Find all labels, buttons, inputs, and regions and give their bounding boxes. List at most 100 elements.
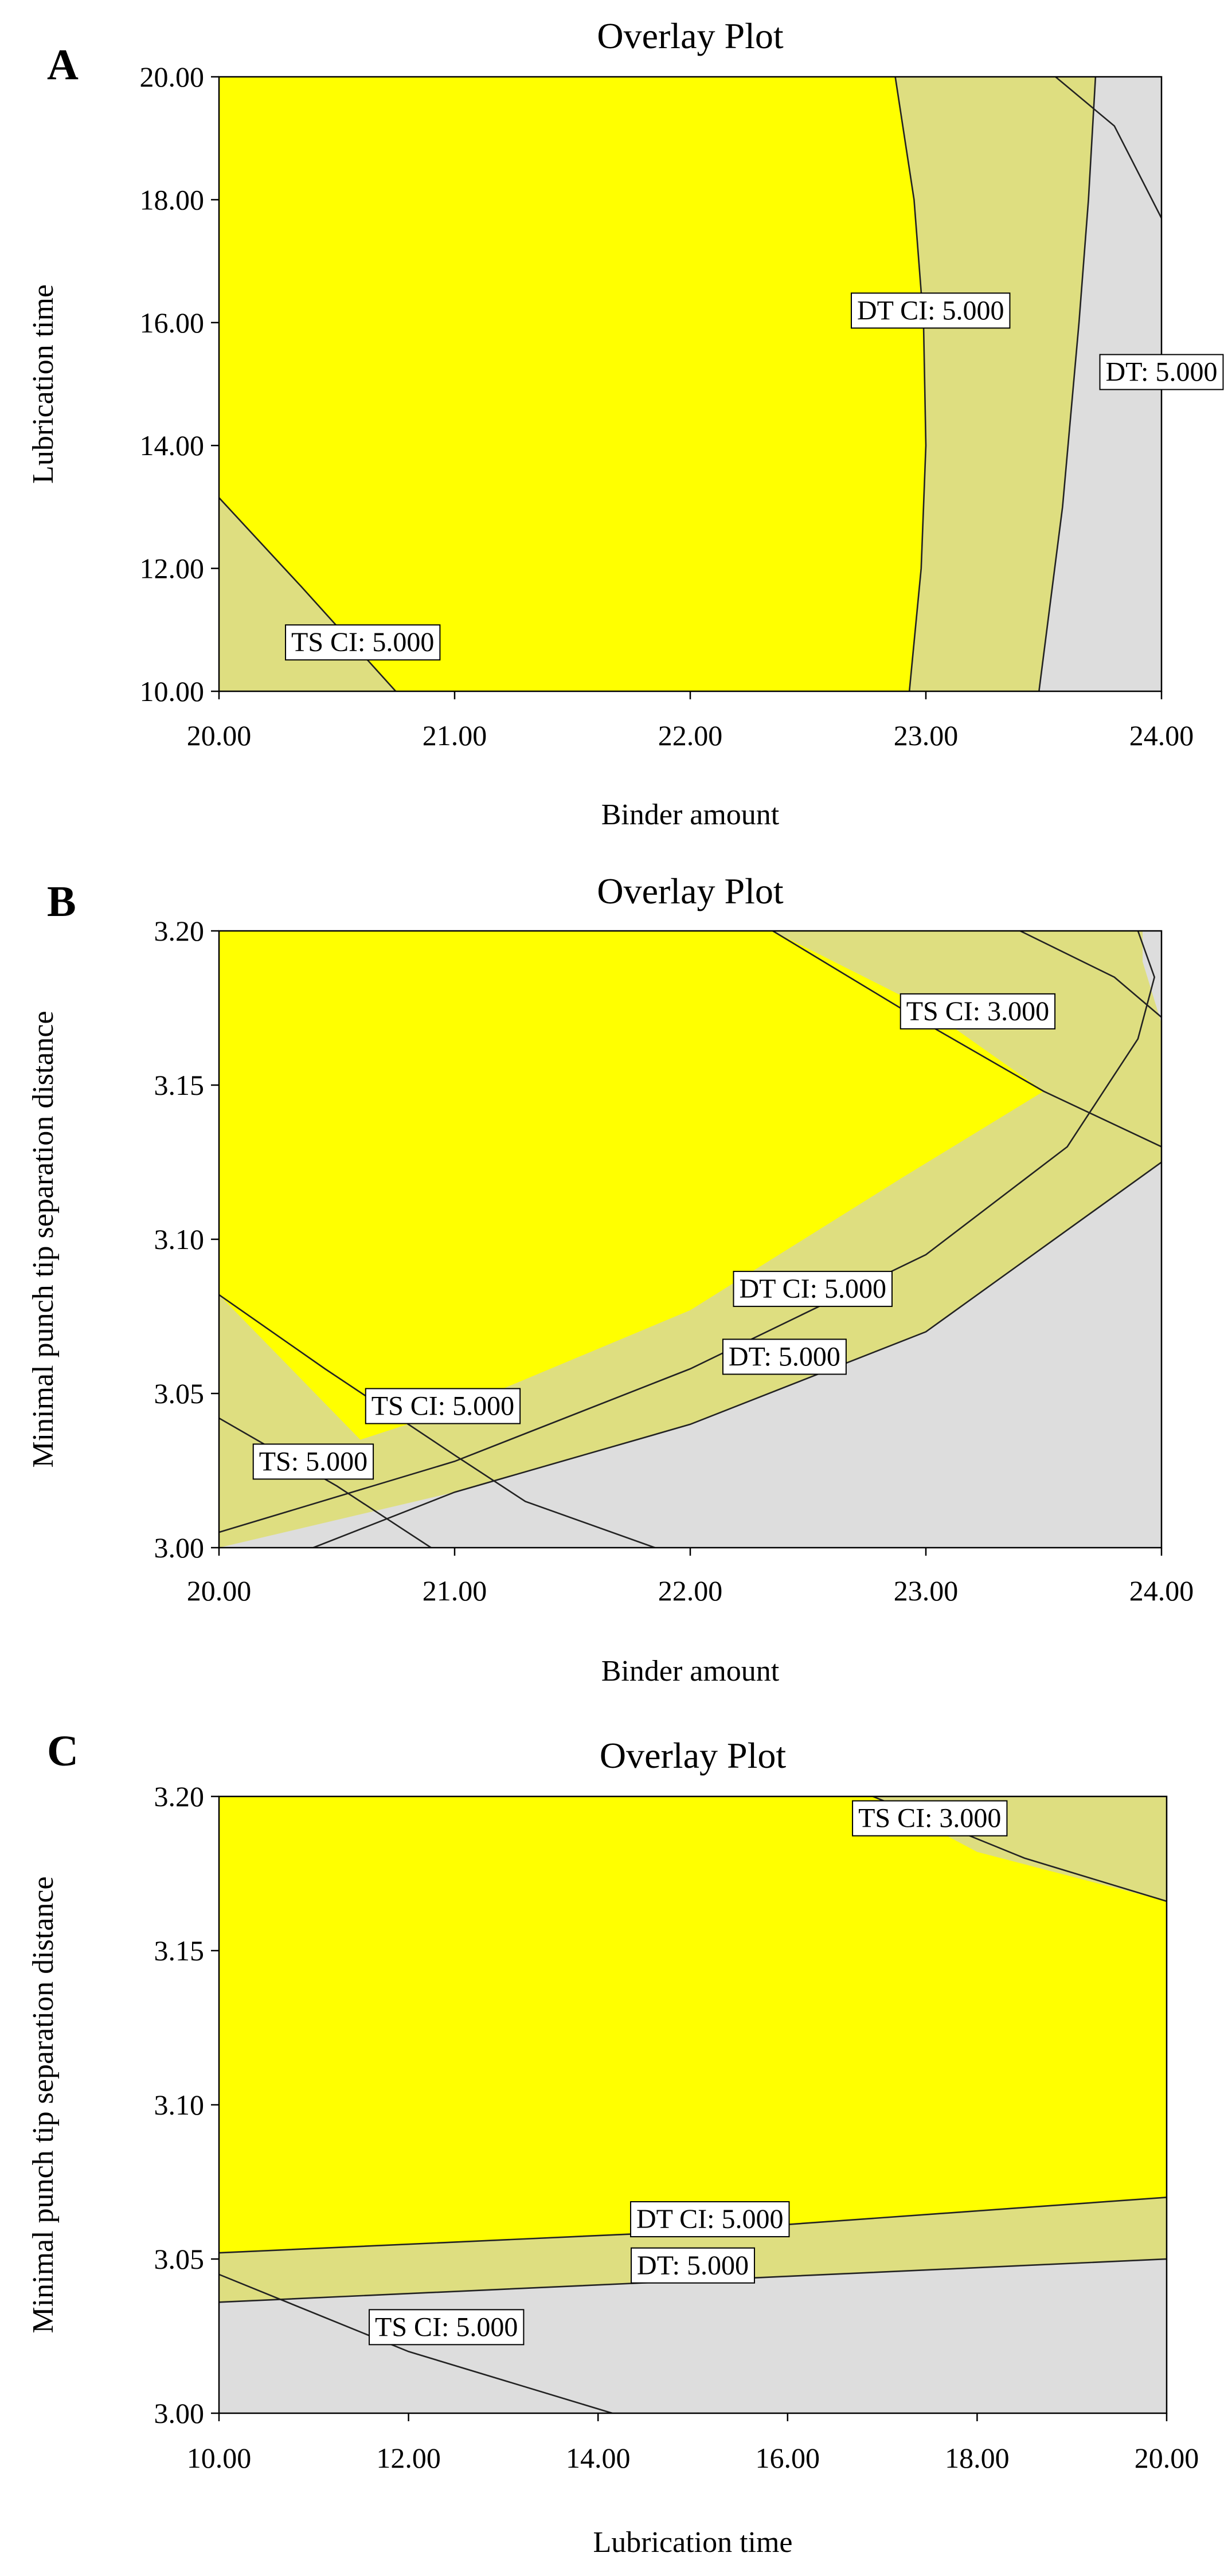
panel-c-title-group: C [47, 1727, 79, 1775]
panel-a-contour-label-box [850, 292, 1011, 329]
panel-c-contour-label-box [631, 2247, 755, 2284]
panel-b-y-axis-label: Minimal punch tip separation distance [27, 1011, 60, 1467]
panel-c-contour-label-box [369, 2309, 525, 2346]
panel-c-y-tick-label: 3.05 [154, 2243, 205, 2275]
panel-b-contour-label-text: DT CI: 5.000 [739, 1274, 886, 1304]
panel-c-grey-region [219, 2259, 1167, 2413]
panel-a-x-tick-label: 22.00 [658, 719, 723, 751]
panel-c-title: Overlay Plot [600, 1735, 787, 1776]
panel-c-y-tick-label: 3.10 [154, 2089, 205, 2121]
panel-b-y-tick-label: 3.20 [154, 915, 205, 947]
panel-c-x-tick-label: 10.00 [187, 2442, 252, 2474]
panel-a: DT CI: 5.000 DT: 5.000 TS CI: 5.000 20.00 21… [27, 15, 1224, 831]
panel-b-contour-ts-low [219, 1417, 432, 1548]
panel-b-contour-dt-ci [219, 931, 1156, 1533]
panel-a-x-tick-label: 21.00 [423, 719, 487, 751]
panel-a-y-tick-label: 14.00 [140, 429, 205, 461]
panel-b-y-tick-label: 3.00 [154, 1532, 205, 1564]
panel-c-contour-ts-ci-low [219, 2273, 613, 2413]
panel-a-contour-label: DT CI: 5.000 [850, 292, 1011, 329]
panel-c-x-tick-label: 12.00 [376, 2442, 441, 2474]
panel-b-contour-label: DT CI: 5.000 [733, 1271, 893, 1307]
panel-b-x-tick-label: 24.00 [1129, 1575, 1194, 1607]
panel-c-y-tick-label: 3.15 [154, 1935, 205, 1967]
panel-b-x-tick-label: 20.00 [187, 1575, 252, 1607]
panel-label-a: A [47, 41, 79, 89]
panel-c-contour-label-text: TS CI: 5.000 [375, 2312, 518, 2342]
panel-a-contour-label: DT: 5.000 [1099, 354, 1224, 390]
panel-b-contour-label-box [252, 1443, 374, 1480]
panel-b: TS CI: 3.000 DT CI: 5.000 DT: 5.000 TS CI: … [27, 871, 1194, 1688]
panel-b-contour-label-box [733, 1271, 893, 1307]
panel-a-y-axis-label: Lubrication time [27, 284, 60, 484]
panel-b-contour-ts-ci-high [772, 931, 1161, 1148]
panel-b-title-group: B [47, 878, 76, 926]
panel-c-y-axis-label: Minimal punch tip separation distance [27, 1876, 60, 2333]
panel-c-y-tick-label: 3.20 [154, 1780, 205, 1812]
panel-c-contour-label: TS CI: 5.000 [369, 2309, 525, 2346]
panel-a-x-tick-label: 20.00 [187, 719, 252, 751]
panel-a-contour-ts-ci-top [1055, 77, 1161, 219]
panel-c-y-tick-label: 3.00 [154, 2397, 205, 2429]
panel-c-contour-label: DT CI: 5.000 [630, 2201, 790, 2238]
panel-label-c: C [47, 1727, 79, 1775]
panel-c-x-axis-label: Lubrication time [593, 2526, 792, 2559]
panel-b-contour-label-text: TS CI: 3.000 [906, 996, 1049, 1027]
panel-b-contour-label: TS CI: 3.000 [900, 993, 1056, 1029]
panel-c-x-tick-label: 20.00 [1135, 2442, 1199, 2474]
panel-c-plot [219, 1796, 1167, 2413]
panel-c-contour-label-box [852, 1800, 1008, 1837]
panel-a-contour-label-box [285, 624, 441, 661]
panel-b-contour-ts-ci-low [219, 1294, 655, 1548]
panel-b-contour-label-text: TS CI: 5.000 [371, 1391, 514, 1422]
panel-a-contour-dt-ci [894, 77, 927, 691]
panel-c-x-tick-label: 18.00 [945, 2442, 1010, 2474]
panel-c-contour-label: DT: 5.000 [631, 2247, 755, 2284]
panel-c-contour-label: TS CI: 3.000 [852, 1800, 1008, 1837]
panel-c-contour-label-text: DT: 5.000 [637, 2250, 749, 2281]
panel-b-yellow-region [219, 931, 1044, 1440]
panel-b-x-axis-label: Binder amount [601, 1655, 780, 1688]
panel-a-y-tick-label: 10.00 [140, 675, 205, 707]
panel-b-y-tick-label: 3.15 [154, 1069, 205, 1101]
panel-b-contour-label: DT: 5.000 [722, 1338, 847, 1375]
panel-b-plot [219, 931, 1161, 1548]
panel-b-contour-label: TS: 5.000 [252, 1443, 374, 1480]
panel-b-title: Overlay Plot [597, 871, 784, 911]
panel-a-contour-label-text: TS CI: 5.000 [291, 627, 434, 657]
panel-a-x-axis-label: Binder amount [601, 798, 780, 831]
panel-b-contour-label-box [722, 1338, 847, 1375]
panel-c-contour-label-text: DT CI: 5.000 [636, 2204, 783, 2234]
panel-b-grey-region-topright [1143, 931, 1161, 1024]
panel-b-contour-ts-high [1019, 931, 1161, 1018]
panel-c-x-tick-label: 14.00 [566, 2442, 631, 2474]
panel-a-y-tick-label: 16.00 [140, 307, 205, 339]
panel-b-x-tick-label: 21.00 [423, 1575, 487, 1607]
panel-c-x-tick-label: 16.00 [756, 2442, 820, 2474]
panel-b-contour-label-box [365, 1388, 521, 1424]
panel-a-contour-label: TS CI: 5.000 [285, 624, 441, 661]
panel-b-contour-label-text: DT: 5.000 [729, 1341, 840, 1372]
panel-b-grey-region-bottom [219, 1162, 1161, 1548]
panel-label-b: B [47, 878, 76, 926]
panel-b-contour-label: TS CI: 5.000 [365, 1388, 521, 1424]
panel-a-contour-label-text: DT CI: 5.000 [857, 295, 1004, 326]
panel-b-y-tick-label: 3.10 [154, 1223, 205, 1255]
panel-a-contour-label-text: DT: 5.000 [1106, 357, 1218, 387]
panel-a-title-group: A [47, 41, 79, 89]
panel-a-y-tick-label: 18.00 [140, 183, 205, 216]
panel-b-contour-label-box [900, 993, 1056, 1029]
panel-c-contour-label-box [630, 2201, 790, 2238]
panel-c-yellow-region [219, 1796, 1167, 2253]
panel-a-contour-dt [1038, 77, 1097, 691]
panel-b-contour-dt [312, 1161, 1161, 1548]
panel-b-x-tick-label: 23.00 [894, 1575, 959, 1607]
panel-b-y-tick-label: 3.05 [154, 1377, 205, 1410]
panel-a-y-tick-label: 20.00 [140, 61, 205, 93]
panel-c: TS CI: 3.000 DT CI: 5.000 DT: 5.000 TS CI: … [27, 1735, 1199, 2559]
panel-a-title: Overlay Plot [597, 15, 784, 56]
panel-b-x-tick-label: 22.00 [658, 1575, 723, 1607]
panel-a-yellow-region [219, 77, 926, 691]
panel-a-x-tick-label: 23.00 [894, 719, 959, 751]
